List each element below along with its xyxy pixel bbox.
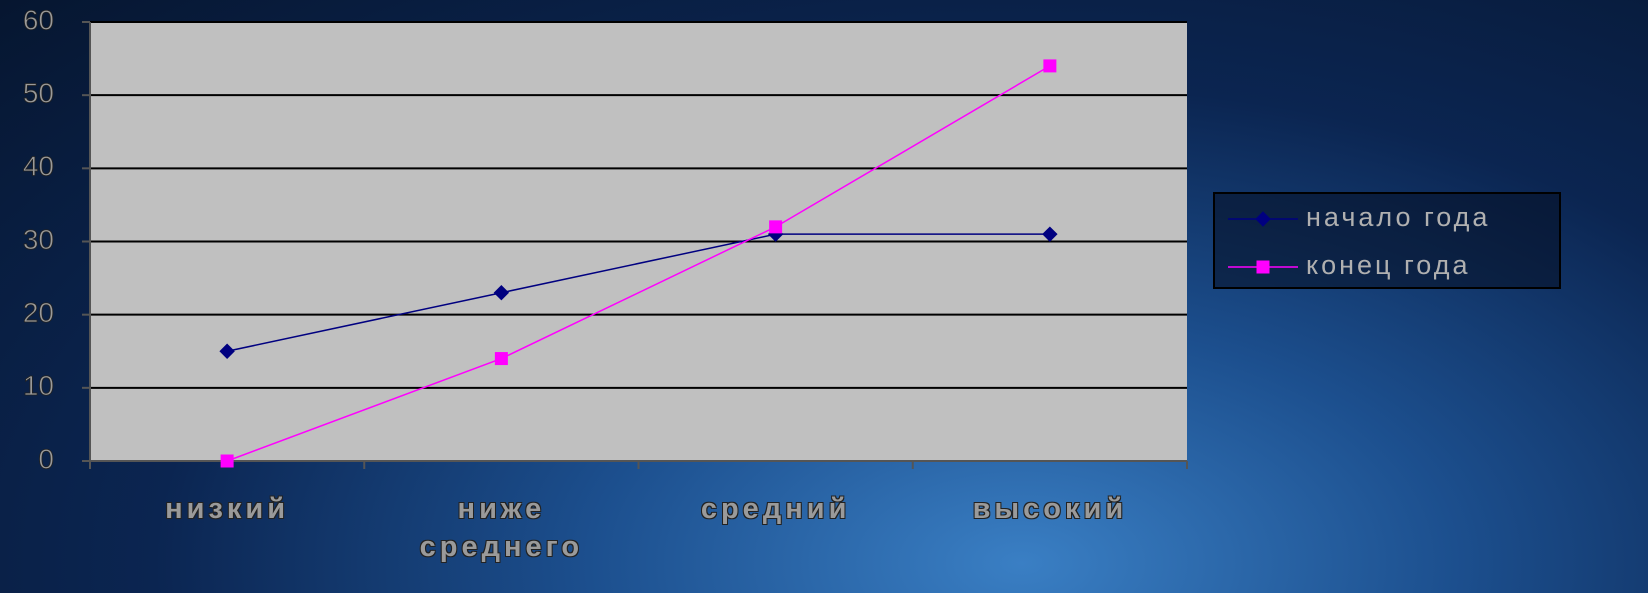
x-tick-label: ниже среднего bbox=[419, 493, 584, 563]
marker bbox=[1256, 260, 1270, 274]
legend-label: конец года bbox=[1306, 250, 1470, 280]
marker bbox=[1043, 59, 1057, 73]
y-tick-label: 10 bbox=[23, 370, 54, 401]
marker bbox=[493, 285, 510, 301]
marker bbox=[220, 454, 234, 468]
marker bbox=[1255, 211, 1271, 227]
x-tick-label: высокий bbox=[972, 493, 1128, 525]
marker bbox=[1042, 226, 1058, 242]
series-line bbox=[226, 233, 1050, 352]
series-line bbox=[226, 65, 1051, 462]
marker bbox=[219, 343, 235, 359]
y-tick-label: 50 bbox=[23, 78, 54, 109]
y-tick-label: 30 bbox=[23, 224, 54, 255]
marker bbox=[494, 352, 508, 366]
legend-label: начало года bbox=[1306, 202, 1490, 232]
legend-box bbox=[1213, 192, 1561, 289]
x-tick-label: низкий bbox=[165, 493, 290, 525]
y-tick-label: 60 bbox=[23, 4, 54, 35]
x-tick-label: средний bbox=[700, 493, 851, 525]
legend: начало года конец года bbox=[1213, 192, 1561, 289]
marker bbox=[769, 220, 783, 234]
y-tick-label: 20 bbox=[23, 297, 54, 328]
y-tick-label: 0 bbox=[38, 443, 54, 474]
y-tick-label: 40 bbox=[23, 151, 54, 182]
